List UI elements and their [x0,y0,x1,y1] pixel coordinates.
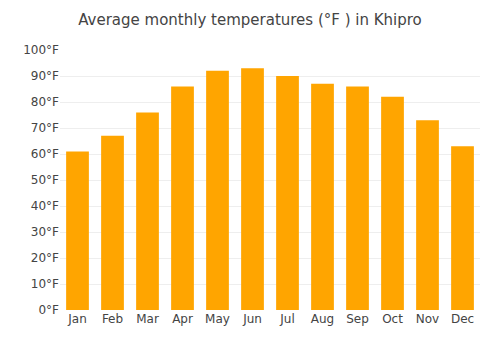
svg-text:50°F: 50°F [31,173,59,187]
svg-text:30°F: 30°F [31,225,59,239]
svg-text:Aug: Aug [311,312,334,326]
svg-text:Apr: Apr [172,312,193,326]
svg-text:Jun: Jun [242,312,262,326]
svg-text:Mar: Mar [136,312,159,326]
svg-text:Dec: Dec [451,312,474,326]
svg-text:Average monthly temperatures (: Average monthly temperatures (°F ) in Kh… [78,11,422,29]
svg-text:100°F: 100°F [23,43,59,57]
svg-text:80°F: 80°F [31,95,59,109]
svg-text:10°F: 10°F [31,277,59,291]
svg-text:90°F: 90°F [31,69,59,83]
svg-text:20°F: 20°F [31,251,59,265]
svg-text:Jan: Jan [67,312,87,326]
svg-text:Feb: Feb [102,312,123,326]
svg-text:0°F: 0°F [38,303,59,317]
svg-text:70°F: 70°F [31,121,59,135]
svg-text:May: May [205,312,230,326]
svg-text:Oct: Oct [382,312,403,326]
svg-text:Jul: Jul [279,312,294,326]
svg-text:60°F: 60°F [31,147,59,161]
svg-text:40°F: 40°F [31,199,59,213]
svg-text:Nov: Nov [416,312,439,326]
svg-text:Sep: Sep [346,312,369,326]
